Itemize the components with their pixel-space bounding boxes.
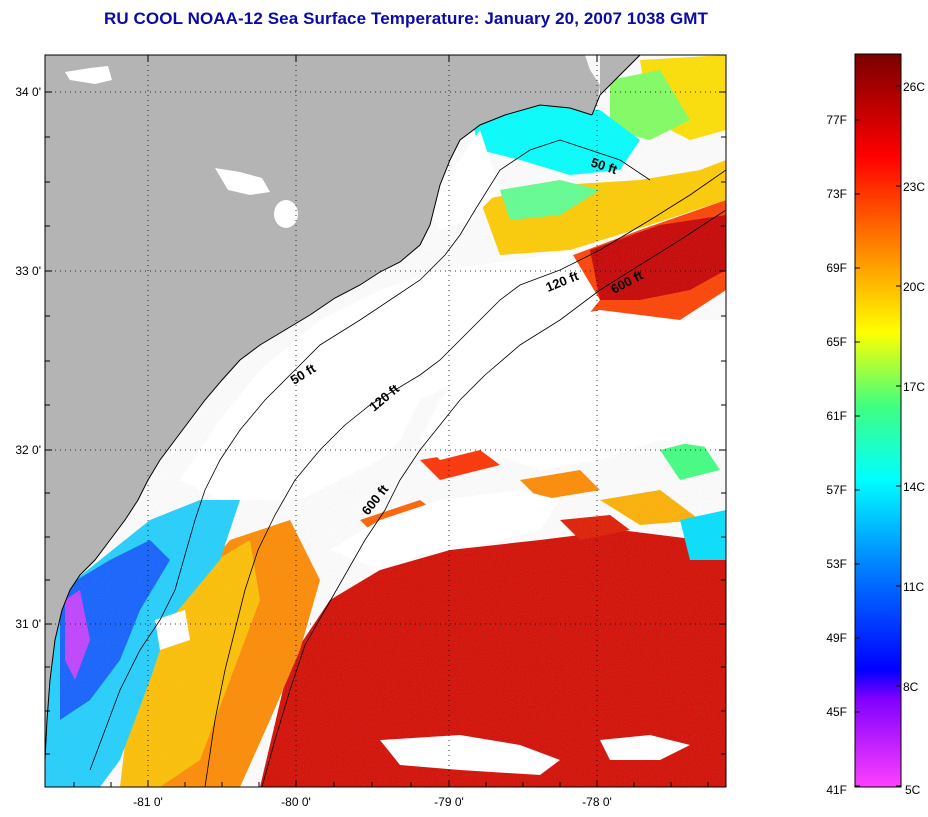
cloud-central-band	[180, 250, 600, 500]
colorbar-f-label-61: 61F	[826, 409, 847, 423]
map-panel: 50 ft 120 ft 600 ft 50 ft 120 ft 600 ft	[45, 55, 726, 787]
colorbar-f-label-77: 77F	[826, 113, 847, 127]
tick-marks	[45, 55, 726, 787]
lat-label-34: 34 0'	[15, 85, 41, 99]
land-cloud-2	[215, 168, 270, 195]
land-cloud-1	[65, 66, 112, 84]
colorbar-c-label-23: 23C	[903, 180, 925, 194]
colorbar-c-label-17: 17C	[903, 380, 925, 394]
colorbar-c-label-26: 26C	[903, 80, 925, 94]
land-cloud-3	[274, 200, 298, 228]
lon-label-78: -78 0'	[582, 795, 612, 809]
colorbar-f-label-53: 53F	[826, 557, 847, 571]
colorbar-f-label-65: 65F	[826, 335, 847, 349]
cloud-southeast	[380, 735, 560, 775]
colorbar-f-label-73: 73F	[826, 187, 847, 201]
colorbar-f-label-69: 69F	[826, 261, 847, 275]
lon-label-79: -79 0'	[434, 795, 464, 809]
cloud-south-small	[600, 735, 690, 760]
colorbar-c-label-5: 5C	[905, 783, 921, 797]
colorbar-c-label-8: 8C	[903, 680, 919, 694]
contour-120ft	[204, 169, 726, 787]
land-clouds	[65, 66, 298, 228]
cloud-inland-1	[155, 610, 190, 650]
colorbar-f-label-45: 45F	[826, 705, 847, 719]
cloud-east-central	[420, 310, 726, 470]
colorbar-f-label-49: 49F	[826, 631, 847, 645]
contour-50ft	[89, 139, 651, 771]
grid-lines	[45, 55, 726, 787]
coastline	[45, 104, 593, 761]
lon-label-81: -81 0'	[133, 795, 163, 809]
cloud-mask	[155, 130, 726, 775]
cloud-mid-offshore	[330, 490, 560, 570]
lat-label-31: 31 0'	[15, 617, 41, 631]
colorbar-c-label-20: 20C	[903, 280, 925, 294]
lon-label-80: -80 0'	[281, 795, 311, 809]
map-title: RU COOL NOAA-12 Sea Surface Temperature:…	[103, 9, 709, 28]
cloud-north-coast	[420, 130, 500, 230]
colorbar-gradient	[854, 53, 902, 788]
colorbar: 77F 73F 69F 65F 61F 57F 53F 49F 45F 41F …	[826, 53, 925, 797]
land-mass	[45, 55, 600, 787]
colorbar-c-label-11: 11C	[903, 580, 924, 594]
lat-label-33: 33 0'	[15, 264, 41, 278]
map-frame	[44, 54, 727, 788]
colorbar-f-label-41: 41F	[826, 783, 847, 797]
coastline-northeast	[591, 55, 641, 116]
colorbar-c-label-14: 14C	[903, 480, 925, 494]
lat-label-32: 32 0'	[15, 443, 41, 457]
colorbar-f-label-57: 57F	[826, 483, 847, 497]
